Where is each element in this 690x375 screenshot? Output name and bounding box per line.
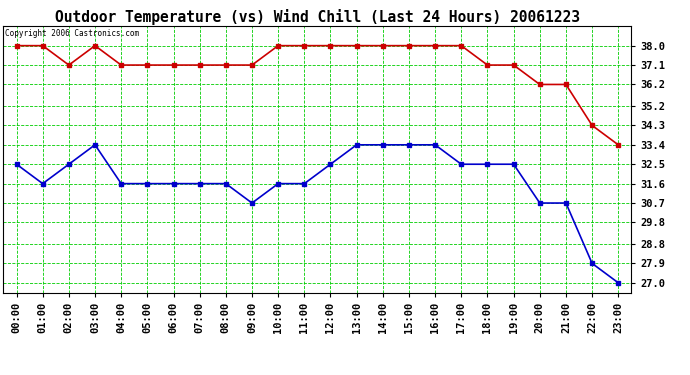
Text: Copyright 2006 Castronics.com: Copyright 2006 Castronics.com: [5, 29, 139, 38]
Title: Outdoor Temperature (vs) Wind Chill (Last 24 Hours) 20061223: Outdoor Temperature (vs) Wind Chill (Las…: [55, 9, 580, 25]
